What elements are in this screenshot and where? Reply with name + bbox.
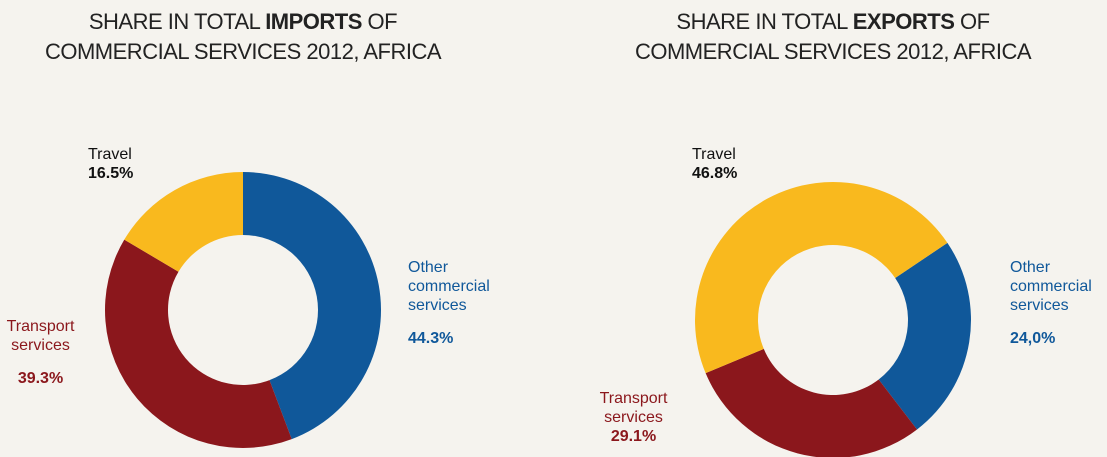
chart-title: SHARE IN TOTAL IMPORTS OF COMMERCIAL SERV… <box>3 7 483 67</box>
category-name: Other commercial services <box>408 259 490 314</box>
title-part: SHARE IN TOTAL <box>88 9 260 34</box>
title-part: COMMERCIAL SERVICES 2012, AFRICA <box>44 39 442 64</box>
slice-label: Other commercial services 44.3% <box>408 258 498 348</box>
title-part: OF <box>960 9 990 34</box>
value-label: 24,0% <box>1010 330 1056 347</box>
slice-label: Other commercial services 24,0% <box>1010 258 1100 348</box>
donut-slice <box>705 348 918 457</box>
category-name: Transport services <box>599 390 668 426</box>
value-label: 39.3% <box>17 370 64 387</box>
donut-slice <box>124 172 243 272</box>
title-part: SHARE IN TOTAL <box>676 9 848 34</box>
title-part: IMPORTS <box>265 9 362 34</box>
title-part: EXPORTS <box>852 9 955 34</box>
value-label: 46.8% <box>692 165 738 182</box>
donut-slice <box>878 242 971 430</box>
donut-slice <box>105 239 292 448</box>
slice-label: Transport services 39.3% <box>3 317 78 388</box>
category-name: Other commercial services <box>1010 259 1092 314</box>
slice-label: Transport services 29.1% <box>596 389 671 446</box>
category-name: Travel <box>692 146 736 163</box>
value-label: 16.5% <box>88 165 134 182</box>
category-name: Travel <box>88 146 132 163</box>
title-part: COMMERCIAL SERVICES 2012, AFRICA <box>634 39 1032 64</box>
slice-label: Travel 16.5% <box>88 145 178 183</box>
slice-label: Travel 46.8% <box>692 145 782 183</box>
title-part: OF <box>367 9 398 34</box>
donut-slice <box>243 172 381 440</box>
chart-title: SHARE IN TOTAL EXPORTS OF COMMERCIAL SERV… <box>593 7 1073 67</box>
donut-slice <box>695 182 948 374</box>
category-name: Transport services <box>6 318 75 354</box>
value-label: 44.3% <box>408 330 454 347</box>
value-label: 29.1% <box>610 428 657 445</box>
